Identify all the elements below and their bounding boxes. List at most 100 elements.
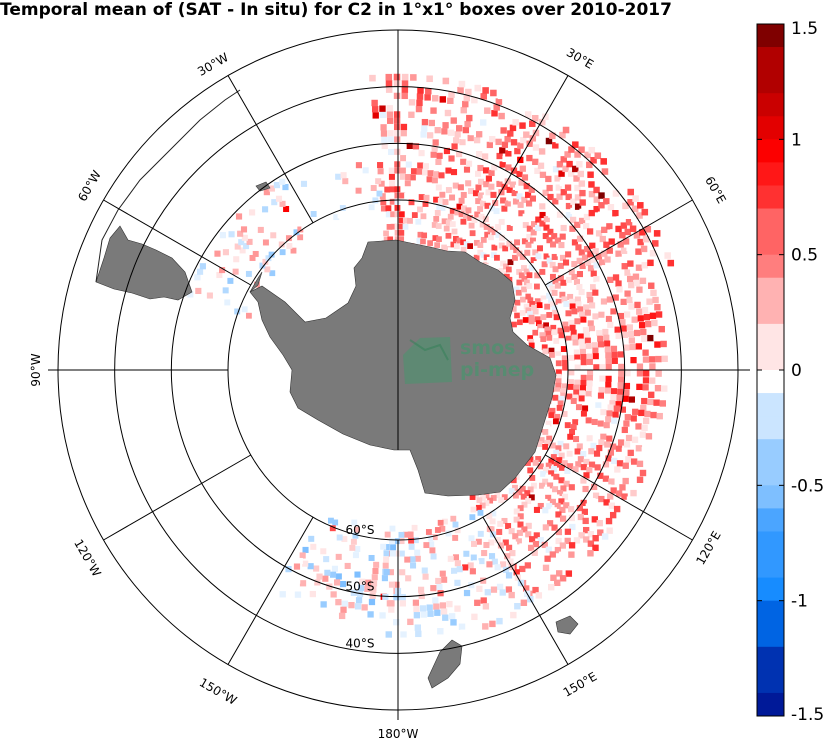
data-cell	[620, 325, 627, 332]
data-cell	[477, 205, 484, 212]
data-cell	[556, 323, 563, 330]
data-cell	[586, 353, 593, 360]
data-cell	[450, 169, 458, 176]
data-cell	[445, 206, 452, 213]
data-cell	[471, 96, 478, 104]
data-cell	[232, 268, 239, 275]
data-cell	[585, 417, 592, 424]
data-cell	[495, 239, 502, 246]
data-cell	[549, 442, 556, 449]
data-cell	[474, 579, 481, 587]
data-cell	[565, 251, 572, 258]
data-cell	[361, 604, 368, 611]
data-cell	[513, 569, 520, 576]
data-cell	[574, 318, 581, 325]
longitude-label: 60°E	[702, 174, 729, 206]
data-cell	[532, 144, 540, 151]
data-cell	[640, 404, 647, 412]
data-cell	[368, 598, 376, 606]
data-cell	[314, 579, 321, 586]
data-cell	[558, 477, 565, 484]
data-cell	[362, 167, 369, 174]
data-cell	[414, 549, 421, 556]
data-cell	[368, 204, 375, 211]
data-cell	[421, 125, 428, 132]
data-cell	[546, 237, 553, 244]
data-cell	[405, 161, 412, 168]
colorbar-band	[757, 416, 784, 440]
data-cell	[496, 583, 504, 591]
data-cell	[570, 329, 577, 336]
data-cell	[406, 149, 413, 156]
data-cell	[496, 528, 503, 535]
data-cell	[628, 337, 635, 344]
data-cell	[390, 223, 397, 230]
data-cell	[600, 158, 607, 165]
colorbar-tick-label: 1.5	[791, 19, 818, 39]
data-cell	[224, 235, 231, 243]
data-cell	[282, 184, 289, 191]
data-cell	[584, 337, 591, 344]
data-cell	[540, 295, 547, 302]
data-cell	[354, 571, 361, 578]
data-cell	[262, 258, 269, 265]
data-cell	[427, 535, 434, 542]
data-cell	[493, 104, 500, 111]
data-cell	[613, 405, 620, 412]
data-cell	[408, 537, 415, 544]
data-cell	[457, 184, 464, 191]
data-cell	[532, 459, 539, 466]
data-cell	[514, 147, 521, 155]
data-cell	[597, 420, 604, 427]
data-cell	[560, 224, 567, 232]
data-cell	[308, 535, 315, 542]
data-cell	[441, 518, 448, 525]
data-cell	[568, 319, 575, 326]
data-cell	[618, 363, 625, 370]
data-cell	[394, 186, 401, 193]
data-cell	[649, 377, 656, 384]
data-cell	[471, 613, 478, 621]
data-cell	[603, 198, 610, 205]
data-cell	[521, 526, 528, 533]
data-cell	[324, 569, 331, 576]
data-cell	[578, 146, 585, 153]
data-cell	[463, 589, 471, 597]
data-cell	[513, 265, 520, 272]
data-cell	[499, 589, 506, 596]
data-cell	[510, 211, 517, 218]
data-cell	[632, 195, 639, 202]
data-cell	[574, 221, 581, 228]
data-cell	[454, 605, 461, 612]
data-cell	[528, 264, 535, 271]
data-cell	[502, 566, 510, 573]
data-cell	[505, 523, 512, 530]
colorbar-band	[757, 508, 784, 532]
data-cell	[579, 390, 586, 397]
data-cell	[206, 292, 213, 299]
data-cell	[653, 399, 660, 406]
data-cell	[506, 186, 513, 193]
data-cell	[576, 161, 583, 168]
data-cell	[372, 568, 379, 575]
data-cell	[591, 342, 598, 349]
data-cell	[421, 567, 428, 574]
data-cell	[481, 550, 488, 557]
data-cell	[476, 131, 483, 138]
data-cell	[262, 206, 269, 213]
data-cell	[494, 564, 501, 571]
data-cell	[278, 241, 285, 248]
data-cell	[378, 180, 385, 187]
colorbar-band	[757, 531, 784, 555]
data-cell	[522, 317, 529, 323]
data-cell	[245, 270, 252, 277]
falklands-island	[255, 181, 271, 192]
data-cell	[498, 189, 505, 196]
data-cell	[636, 370, 644, 377]
data-cell	[635, 423, 642, 430]
data-cell	[622, 477, 629, 485]
data-cell	[452, 235, 459, 242]
colorbar-band	[757, 93, 784, 117]
data-cell	[534, 298, 541, 305]
data-cell	[383, 544, 390, 550]
